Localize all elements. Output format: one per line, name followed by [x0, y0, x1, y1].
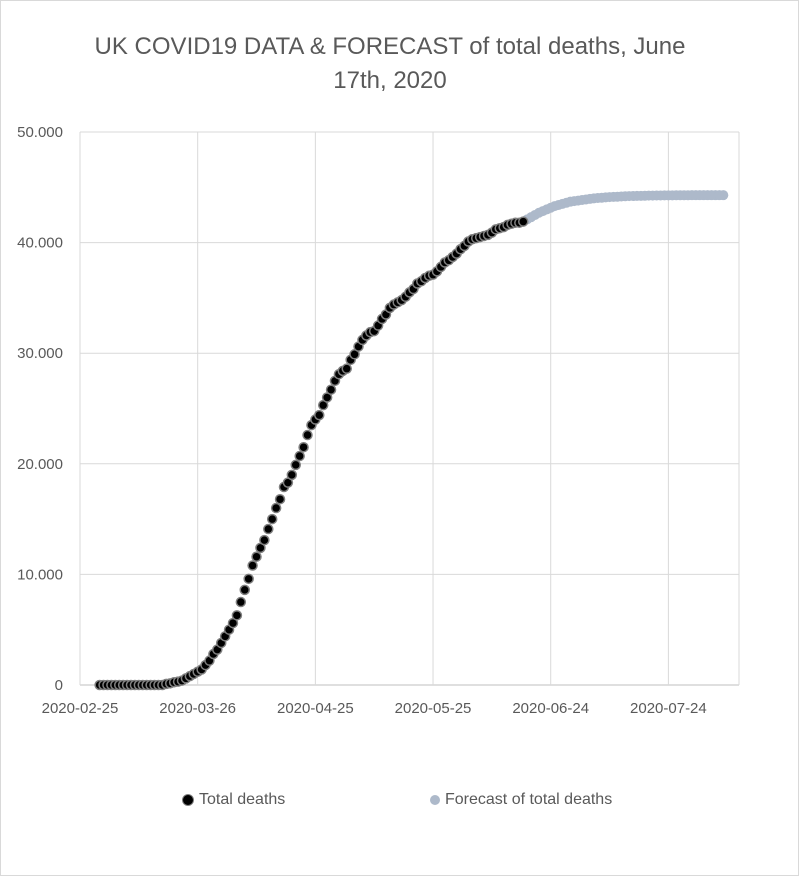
forecast-series — [518, 190, 729, 227]
total-deaths-series — [94, 216, 529, 691]
x-tick-label: 2020-02-25 — [42, 700, 119, 717]
x-tick-label: 2020-05-25 — [395, 700, 472, 717]
total-deaths-point — [294, 450, 305, 462]
total-deaths-point — [243, 573, 254, 585]
chart-title-line1: UK COVID19 DATA & FORECAST of total deat… — [94, 33, 686, 60]
total-deaths-point — [314, 409, 325, 421]
x-tick-label: 2020-03-26 — [159, 700, 236, 717]
total-deaths-point — [235, 596, 247, 608]
total-deaths-point — [274, 493, 286, 505]
y-tick-label: 40.000 — [17, 235, 63, 252]
gridlines — [79, 131, 740, 686]
total-deaths-point — [251, 551, 262, 562]
total-deaths-point — [298, 441, 309, 453]
total-deaths-point — [341, 363, 352, 374]
chart-title-line2: 17th, 2020 — [333, 67, 447, 94]
y-tick-label: 20.000 — [17, 456, 63, 473]
total-deaths-point — [286, 469, 298, 481]
total-deaths-point — [239, 584, 250, 596]
y-tick-label: 0 — [55, 677, 63, 694]
forecast-point — [718, 190, 729, 201]
legend-item-forecast: Forecast of total deaths — [430, 788, 612, 812]
x-tick-label: 2020-07-24 — [630, 700, 707, 717]
total-deaths-point — [263, 523, 274, 535]
y-tick-label: 30.000 — [17, 345, 63, 362]
total-deaths-point — [518, 216, 529, 227]
x-axis-tick-labels: 2020-02-25 2020-03-26 2020-04-25 2020-05-25… — [42, 700, 707, 717]
legend-item-total-deaths: Total deaths — [182, 788, 285, 812]
total-deaths-point — [270, 502, 282, 514]
total-deaths-point — [266, 513, 278, 525]
total-deaths-point — [325, 384, 337, 395]
total-deaths-point — [259, 534, 270, 546]
y-tick-label: 10.000 — [17, 566, 63, 583]
total-deaths-point — [290, 459, 301, 471]
legend-marker-total-deaths — [182, 794, 194, 806]
y-tick-label: 50.000 — [17, 124, 63, 141]
total-deaths-point — [302, 429, 313, 441]
y-axis-tick-labels: 0 10.000 20.000 30.000 40.000 50.000 — [17, 124, 63, 694]
legend-label-forecast: Forecast of total deaths — [445, 791, 613, 808]
x-tick-label: 2020-06-24 — [512, 700, 589, 717]
total-deaths-point — [231, 610, 243, 621]
total-deaths-point — [247, 560, 258, 571]
legend-marker-forecast — [430, 795, 440, 805]
legend-label-total-deaths: Total deaths — [199, 791, 286, 808]
x-tick-label: 2020-04-25 — [277, 700, 354, 717]
